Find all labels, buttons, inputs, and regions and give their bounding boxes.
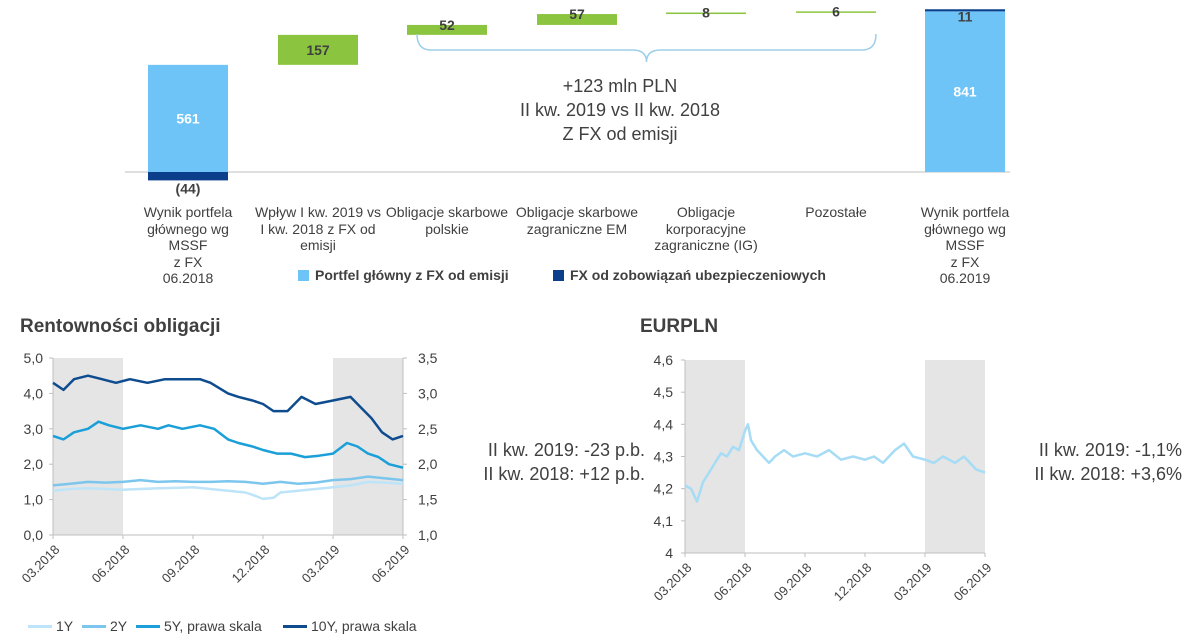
legend-swatch <box>298 269 309 281</box>
y-tick-label: 4 <box>665 545 673 561</box>
yields-chart: 0,0 1,0 2,0 3,0 4,0 5,0 1,0 1,5 2,0 2,5 3,0 3,5 03.2… <box>19 350 438 586</box>
y-tick-label: 5,0 <box>24 350 44 366</box>
waterfall-annotation: +123 mln PLN II kw. 2019 vs II kw. 2018 … <box>519 76 721 144</box>
y-tick-label: 4,2 <box>654 481 674 497</box>
data-label: 6 <box>832 3 840 19</box>
bar-increase <box>407 24 487 35</box>
x-tick-label: 09.2018 <box>771 560 815 604</box>
y-tick-label: 4,1 <box>654 513 674 529</box>
y-tick-label: 4,5 <box>654 384 674 400</box>
legend-line <box>82 624 106 628</box>
y-tick-label-right: 3,5 <box>418 350 438 366</box>
yields-title: Rentowności obligacji <box>20 316 221 337</box>
legend-2y: 2Y <box>82 618 127 634</box>
y-tick-label: 4,0 <box>24 385 44 401</box>
y-tick-label: 1,0 <box>24 492 44 508</box>
data-label: 561 <box>176 110 200 126</box>
x-tick-label: 12.2018 <box>229 542 273 586</box>
bar-portfolio-start <box>148 64 228 172</box>
shaded-period <box>53 358 123 535</box>
category-label: Obligacje korporacyjne zagraniczne (IG) <box>654 204 758 253</box>
series-line-5y <box>52 420 404 469</box>
bar-increase <box>666 12 746 15</box>
series-line-1y <box>52 480 404 501</box>
curly-brace <box>416 33 877 63</box>
x-tick-label: 03.2019 <box>891 560 935 604</box>
bar-increase <box>796 11 876 13</box>
data-label: 57 <box>569 6 585 22</box>
legend-line <box>136 624 160 628</box>
series-line-eurpln <box>684 423 986 503</box>
category-label: Obligacje skarbowe polskie <box>385 204 509 237</box>
y-tick-label: 4,6 <box>654 352 674 368</box>
category-label: Wpływ I kw. 2019 vs I kw. 2018 z FX od e… <box>254 204 382 253</box>
x-tick-label: 03.2018 <box>651 560 695 604</box>
legend-line <box>28 624 52 628</box>
data-label: 8 <box>702 5 710 21</box>
legend-5y: 5Y, prawa skala <box>136 618 262 634</box>
data-label: 11 <box>958 8 973 24</box>
eurpln-chart: 4 4,1 4,2 4,3 4,4 4,5 4,6 03.2018 06.2018 09.2018… <box>651 352 995 604</box>
category-label: Wynik portfela głównego wg MSSF z FX 06.… <box>920 204 1010 286</box>
shaded-period <box>685 360 745 553</box>
y-tick-label-right: 2,5 <box>418 421 438 437</box>
legend-1y: 1Y <box>28 618 73 634</box>
legend-10y: 10Y, prawa skala <box>283 618 417 634</box>
y-tick-label: 4,3 <box>654 449 674 465</box>
shaded-period <box>925 360 985 553</box>
legend-line <box>283 624 307 628</box>
data-label: 157 <box>306 42 330 58</box>
y-tick-label-right: 3,0 <box>418 385 438 401</box>
y-tick-label-right: 1,5 <box>418 492 438 508</box>
bar-fx-start <box>148 172 228 181</box>
data-label: 841 <box>953 84 977 100</box>
legend-item-fx: FX od zobowiązań ubezpieczeniowych <box>553 267 826 283</box>
x-tick-label: 06.2018 <box>711 560 755 604</box>
eurpln-title: EURPLN <box>640 316 719 337</box>
y-tick-label: 0,0 <box>24 527 44 543</box>
y-tick-label-right: 1,0 <box>418 527 438 543</box>
legend-swatch <box>553 269 564 281</box>
shaded-period <box>333 358 403 535</box>
y-tick-label: 2,0 <box>24 456 44 472</box>
y-tick-label: 4,4 <box>654 416 674 432</box>
eurpln-side-text: II kw. 2019: -1,1% II kw. 2018: +3,6% <box>1034 440 1182 484</box>
y-tick-label-right: 2,0 <box>418 456 438 472</box>
bar-increase <box>278 34 358 65</box>
series-line-10y <box>52 374 404 441</box>
x-tick-label: 06.2019 <box>951 560 995 604</box>
x-tick-label: 09.2018 <box>159 542 203 586</box>
bar-increase <box>537 14 617 25</box>
bar-portfolio-end <box>925 11 1005 172</box>
data-label: 52 <box>439 17 455 33</box>
x-tick-label: 12.2018 <box>831 560 875 604</box>
data-label: (44) <box>176 180 201 196</box>
category-label: Wynik portfela głównego wg MSSF z FX 06.… <box>143 204 233 286</box>
x-tick-label: 06.2018 <box>89 542 133 586</box>
waterfall-chart: 561 (44) 157 52 57 8 6 841 11 <box>125 3 1010 196</box>
legend-item-portfolio: Portfel główny z FX od emisji <box>298 267 509 283</box>
y-tick-label: 3,0 <box>24 421 44 437</box>
yields-side-text: II kw. 2019: -23 p.b. II kw. 2018: +12 p… <box>483 440 645 484</box>
category-label: Obligacje skarbowe zagraniczne EM <box>515 204 639 237</box>
series-line-2y <box>52 475 404 487</box>
x-tick-label: 06.2019 <box>369 542 413 586</box>
x-tick-label: 03.2019 <box>299 542 343 586</box>
category-label: Pozostałe <box>805 204 867 220</box>
x-tick-label: 03.2018 <box>19 542 63 586</box>
bar-fx-end <box>925 9 1005 12</box>
